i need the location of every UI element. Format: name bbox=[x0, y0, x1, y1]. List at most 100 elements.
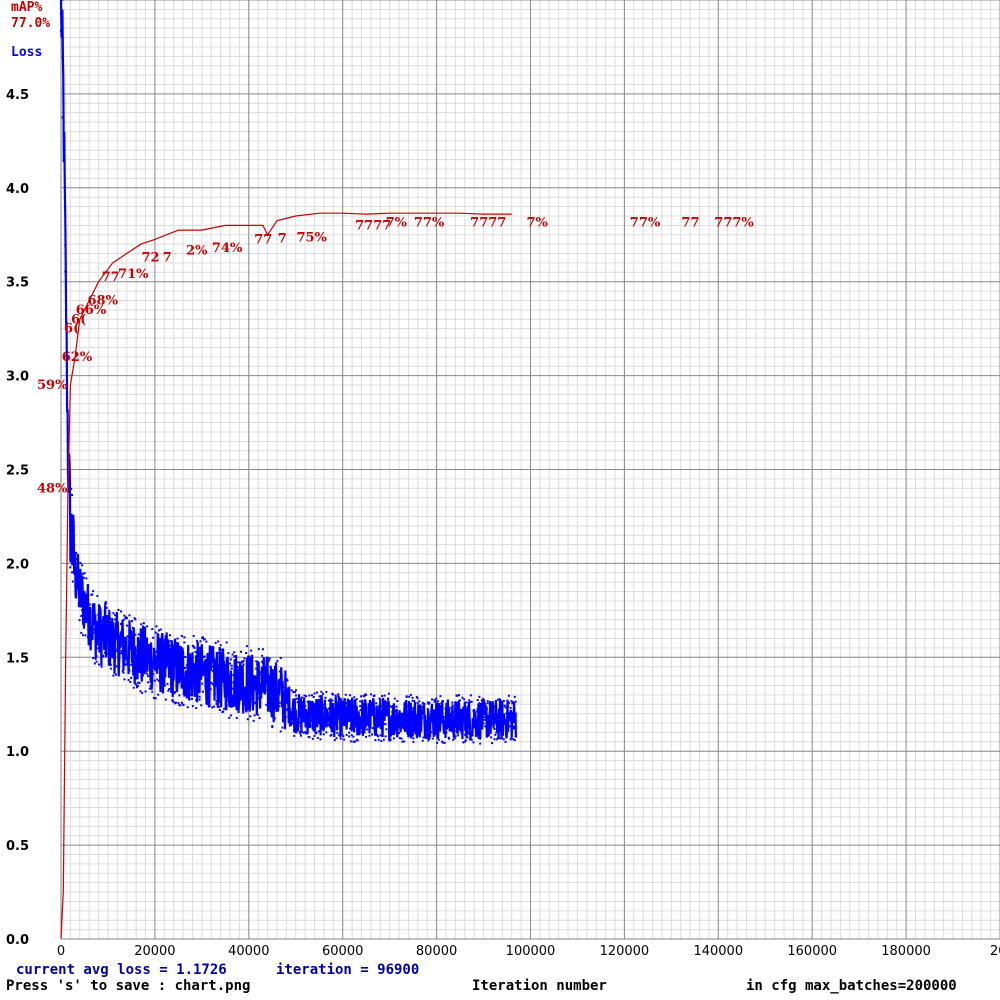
map-point-label: 71% bbox=[118, 267, 149, 282]
loss-point bbox=[196, 642, 199, 645]
loss-point bbox=[99, 611, 102, 614]
loss-point bbox=[398, 716, 401, 719]
loss-point bbox=[155, 650, 158, 653]
loss-point bbox=[461, 696, 464, 699]
loss-point bbox=[256, 713, 259, 716]
loss-point bbox=[466, 705, 469, 708]
loss-point bbox=[384, 723, 387, 726]
loss-point bbox=[505, 712, 508, 715]
loss-point bbox=[421, 701, 424, 704]
loss-point bbox=[498, 730, 501, 733]
y-tick-label: 0.0 bbox=[6, 933, 29, 948]
loss-point bbox=[314, 730, 317, 733]
y-tick-label: 2.0 bbox=[6, 557, 29, 572]
loss-point bbox=[475, 723, 478, 726]
loss-point bbox=[128, 669, 131, 672]
loss-point bbox=[449, 722, 452, 725]
loss-point bbox=[317, 705, 320, 708]
loss-point bbox=[397, 714, 400, 717]
loss-point bbox=[105, 641, 108, 644]
loss-point bbox=[81, 634, 84, 637]
loss-point bbox=[436, 700, 439, 703]
loss-point bbox=[86, 616, 89, 619]
loss-point bbox=[377, 705, 380, 708]
loss-point bbox=[439, 695, 442, 698]
loss-point bbox=[103, 651, 106, 654]
loss-point bbox=[63, 132, 66, 135]
loss-point bbox=[414, 716, 417, 719]
loss-point bbox=[222, 710, 225, 713]
loss-point bbox=[451, 701, 454, 704]
loss-point bbox=[501, 730, 504, 733]
loss-point bbox=[357, 722, 360, 725]
loss-point bbox=[129, 647, 132, 650]
loss-point bbox=[239, 684, 242, 687]
loss-point bbox=[458, 694, 461, 697]
loss-point bbox=[161, 646, 164, 649]
loss-point bbox=[77, 604, 80, 607]
loss-point bbox=[216, 678, 219, 681]
loss-point bbox=[289, 708, 292, 711]
loss-point bbox=[459, 729, 462, 732]
loss-point bbox=[423, 703, 426, 706]
loss-point bbox=[225, 641, 228, 644]
loss-point bbox=[197, 647, 200, 650]
loss-point bbox=[415, 696, 418, 699]
loss-point bbox=[70, 548, 73, 551]
loss-point bbox=[385, 728, 388, 731]
loss-point bbox=[168, 688, 171, 691]
loss-point bbox=[458, 711, 461, 714]
loss-point bbox=[426, 701, 429, 704]
loss-point bbox=[98, 619, 101, 622]
loss-point bbox=[365, 716, 368, 719]
loss-point bbox=[474, 719, 477, 722]
loss-point bbox=[263, 683, 266, 686]
loss-point bbox=[212, 705, 215, 708]
loss-point bbox=[130, 620, 133, 623]
loss-point bbox=[158, 650, 161, 653]
loss-point bbox=[434, 699, 437, 702]
loss-point bbox=[139, 690, 142, 693]
loss-point bbox=[454, 703, 457, 706]
loss-point bbox=[324, 696, 327, 699]
loss-point bbox=[81, 609, 84, 612]
loss-point bbox=[438, 718, 441, 721]
loss-point bbox=[279, 730, 282, 733]
loss-point bbox=[274, 682, 277, 685]
loss-point bbox=[180, 701, 183, 704]
loss-point bbox=[158, 645, 161, 648]
loss-point bbox=[176, 637, 179, 640]
loss-point bbox=[398, 726, 401, 729]
loss-point bbox=[64, 244, 67, 247]
loss-point bbox=[250, 649, 253, 652]
loss-point bbox=[74, 571, 77, 574]
loss-point bbox=[60, 36, 63, 39]
loss-point bbox=[185, 674, 188, 677]
loss-point bbox=[81, 572, 84, 575]
loss-point bbox=[167, 639, 170, 642]
loss-point bbox=[207, 690, 210, 693]
loss-point bbox=[95, 655, 98, 658]
loss-point bbox=[495, 731, 498, 734]
loss-point bbox=[303, 719, 306, 722]
loss-point bbox=[463, 733, 466, 736]
loss-point bbox=[290, 712, 293, 715]
loss-point bbox=[251, 701, 254, 704]
loss-point bbox=[470, 700, 473, 703]
map-point-label: 48% bbox=[37, 481, 68, 496]
loss-point bbox=[349, 740, 352, 743]
loss-point bbox=[332, 723, 335, 726]
loss-point bbox=[275, 693, 278, 696]
loss-point bbox=[163, 664, 166, 667]
loss-point bbox=[508, 725, 511, 728]
loss-point bbox=[193, 690, 196, 693]
loss-point bbox=[422, 736, 425, 739]
loss-point bbox=[381, 694, 384, 697]
loss-point bbox=[385, 707, 388, 710]
loss-point bbox=[483, 716, 486, 719]
loss-point bbox=[272, 705, 275, 708]
loss-point bbox=[264, 689, 267, 692]
loss-point bbox=[491, 722, 494, 725]
loss-point bbox=[257, 697, 260, 700]
loss-point bbox=[434, 729, 437, 732]
